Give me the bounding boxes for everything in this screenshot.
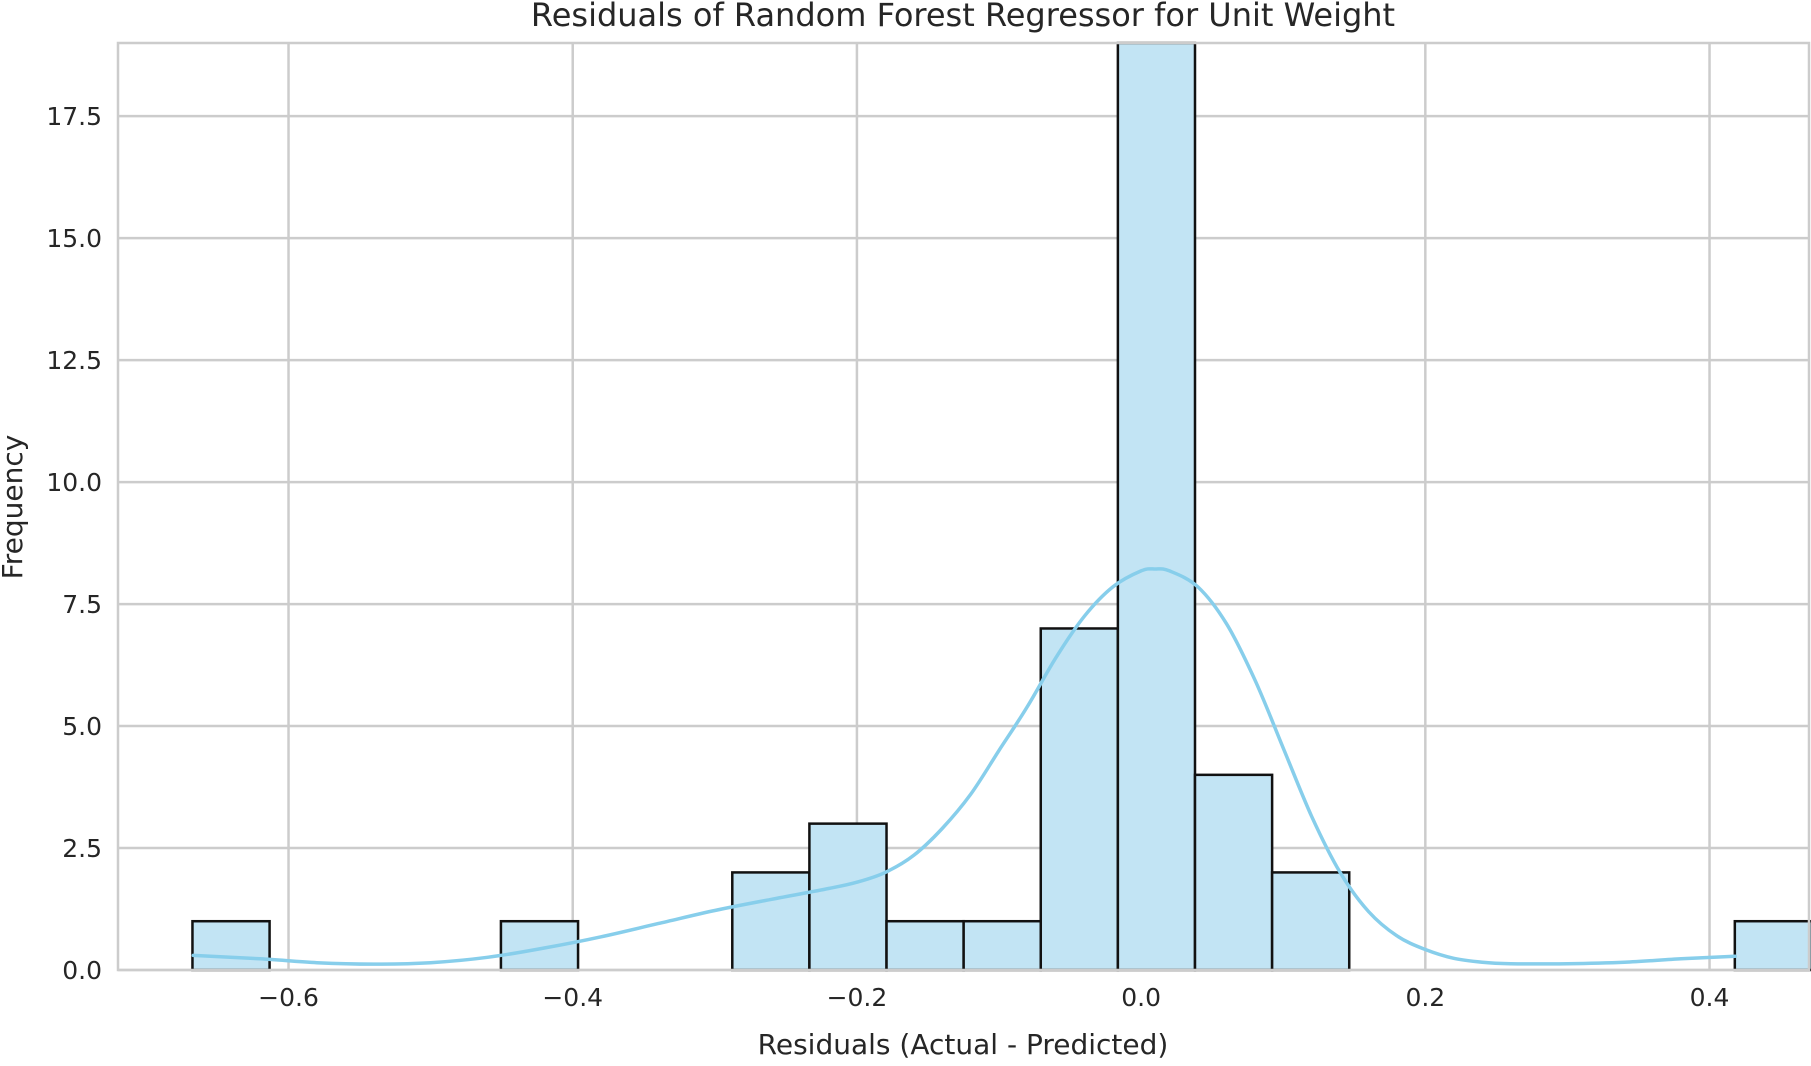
x-tick-labels: −0.6 −0.4 −0.2 0.0 0.2 0.4 bbox=[258, 983, 1729, 1012]
y-tick-label: 5.0 bbox=[62, 712, 102, 741]
y-axis-title: Frequency bbox=[0, 435, 29, 580]
plot-frame bbox=[116, 41, 1811, 972]
kde-layer bbox=[191, 567, 1737, 966]
histogram-bar bbox=[1270, 871, 1351, 972]
histogram-bar bbox=[885, 919, 965, 972]
histogram-bar bbox=[1039, 627, 1120, 972]
histogram-bar bbox=[1116, 41, 1197, 972]
y-tick-label: 10.0 bbox=[46, 468, 102, 497]
grid-layer bbox=[118, 43, 1809, 972]
chart-title: Residuals of Random Forest Regressor for… bbox=[531, 0, 1395, 34]
x-tick-label: 0.4 bbox=[1690, 983, 1730, 1012]
kde-curve bbox=[191, 567, 1737, 966]
histogram-bar bbox=[808, 822, 888, 972]
x-tick-label: −0.2 bbox=[827, 983, 888, 1012]
histogram-bar bbox=[191, 919, 271, 972]
x-tick-label: 0.0 bbox=[1121, 983, 1161, 1012]
histogram-bar bbox=[962, 919, 1043, 972]
histogram-bar bbox=[1733, 919, 1811, 972]
y-tick-label: 7.5 bbox=[62, 590, 102, 619]
bars-layer bbox=[191, 41, 1811, 972]
x-tick-label: 0.2 bbox=[1405, 983, 1445, 1012]
y-tick-label: 0.0 bbox=[62, 956, 102, 985]
y-tick-labels: 0.0 2.5 5.0 7.5 10.0 12.5 15.0 17.5 bbox=[46, 102, 102, 985]
y-tick-label: 17.5 bbox=[46, 102, 102, 131]
x-tick-label: −0.4 bbox=[542, 983, 603, 1012]
x-axis-title: Residuals (Actual - Predicted) bbox=[758, 1028, 1169, 1061]
x-tick-label: −0.6 bbox=[258, 983, 319, 1012]
y-tick-label: 12.5 bbox=[46, 346, 102, 375]
histogram-bar bbox=[731, 871, 811, 972]
histogram-bar bbox=[1193, 773, 1274, 972]
y-tick-label: 15.0 bbox=[46, 224, 102, 253]
y-tick-label: 2.5 bbox=[62, 834, 102, 863]
